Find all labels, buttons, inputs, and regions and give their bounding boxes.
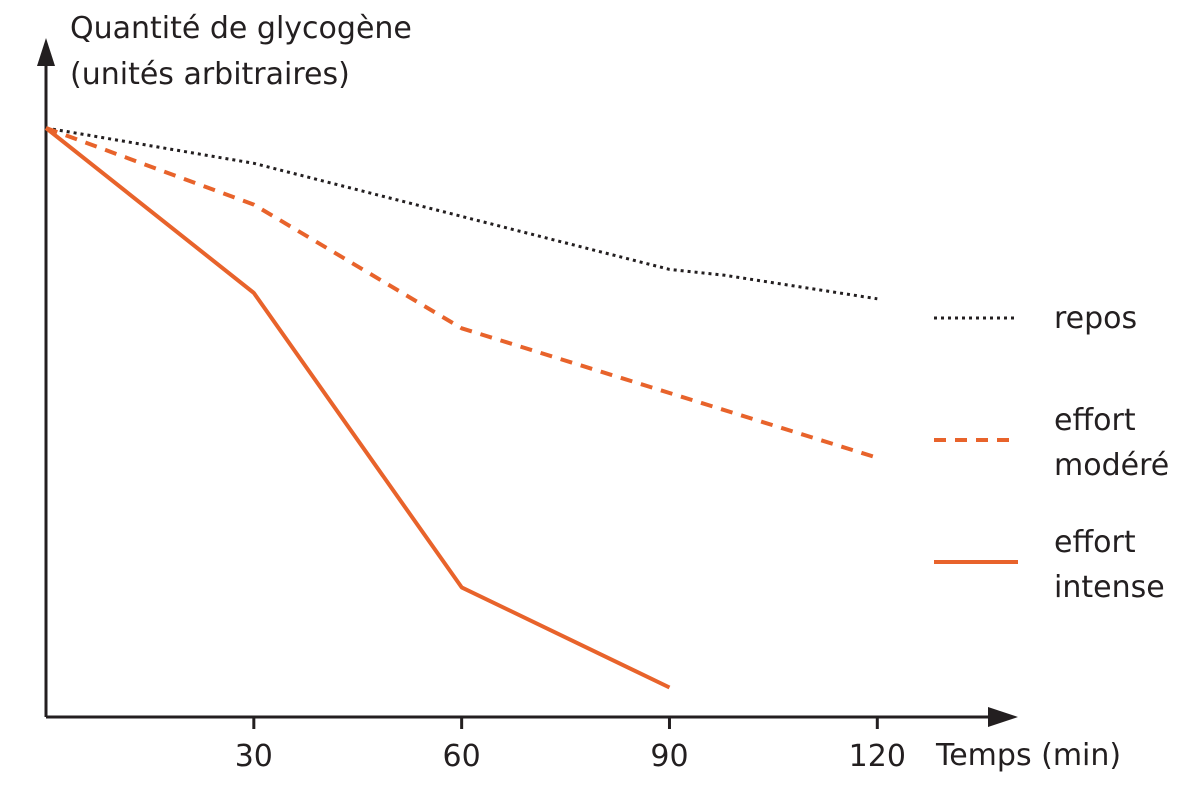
legend-label-effort-intense-2: intense [1054, 570, 1165, 605]
y-axis-title-line-1: Quantité de glycogène [70, 11, 412, 46]
legend-label-effort-modere-2: modéré [1054, 448, 1169, 483]
legend-label-effort-intense-1: effort [1054, 525, 1136, 560]
legend-label-repos: repos [1054, 301, 1137, 336]
series-lines [44, 126, 878, 690]
x-tick-label-60: 60 [443, 739, 481, 774]
series-line-effort-modere [45, 126, 878, 460]
y-axis-title: Quantité de glycogène (unités arbitraire… [70, 11, 412, 92]
x-axis-arrow [988, 707, 1018, 727]
series-line-effort-intense [44, 126, 671, 690]
x-tick-label-120: 120 [849, 739, 906, 774]
legend-label-effort-modere-1: effort [1054, 403, 1136, 438]
x-tick-label-30: 30 [235, 739, 273, 774]
x-ticks: 30 60 90 120 [235, 717, 906, 774]
x-axis-title: Temps (min) [935, 738, 1121, 773]
series-line-repos [45, 126, 878, 301]
legend: repos effort modéré effort intense [934, 301, 1169, 605]
y-axis-arrow [37, 38, 55, 66]
x-tick-label-90: 90 [650, 739, 688, 774]
y-axis-title-line-2: (unités arbitraires) [70, 57, 350, 92]
